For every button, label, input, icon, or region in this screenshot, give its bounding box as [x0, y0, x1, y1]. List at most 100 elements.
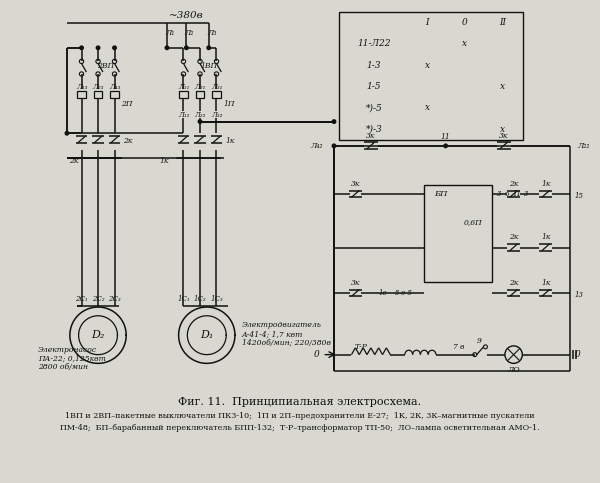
- Text: 11-Л22: 11-Л22: [357, 40, 391, 48]
- Text: Л₁₁: Л₁₁: [178, 83, 189, 91]
- Text: 2к: 2к: [509, 233, 518, 241]
- Bar: [110, 91, 119, 98]
- Text: D₂: D₂: [91, 330, 105, 340]
- Text: Л₂₂: Л₂₂: [194, 111, 206, 119]
- Text: 2ВП: 2ВП: [97, 62, 115, 70]
- Circle shape: [65, 131, 69, 135]
- Text: 1ВП: 1ВП: [200, 62, 217, 70]
- Text: А-41-4; 1,7 квт: А-41-4; 1,7 квт: [242, 330, 303, 338]
- Circle shape: [332, 144, 336, 148]
- Text: Л₁: Л₁: [165, 29, 175, 37]
- Text: Фиг. 11.  Принципиальная электросхема.: Фиг. 11. Принципиальная электросхема.: [178, 397, 422, 407]
- Text: ЛО: ЛО: [508, 366, 520, 374]
- Text: БП: БП: [434, 190, 448, 199]
- Text: x: x: [500, 82, 506, 91]
- Text: в: в: [460, 343, 464, 351]
- Text: 3к: 3к: [366, 132, 376, 140]
- Text: 13: 13: [575, 291, 584, 299]
- Text: Л₃: Л₃: [207, 29, 217, 37]
- Text: 1С₃: 1С₃: [210, 295, 223, 303]
- Text: Электронасос: Электронасос: [38, 346, 97, 354]
- Circle shape: [207, 46, 211, 50]
- Text: o 5: o 5: [401, 289, 412, 298]
- Text: x: x: [425, 103, 430, 113]
- Text: 1к: 1к: [541, 233, 550, 241]
- Text: 3: 3: [497, 190, 502, 199]
- Bar: [179, 91, 188, 98]
- Text: o: o: [505, 190, 509, 199]
- Text: D₁: D₁: [200, 330, 214, 340]
- Text: 1к: 1к: [226, 137, 235, 145]
- Text: Электродвигатель: Электродвигатель: [242, 322, 322, 329]
- Bar: [424, 185, 492, 282]
- Text: Л₂: Л₂: [185, 29, 194, 37]
- Text: *)-3: *)-3: [365, 125, 382, 134]
- Text: Л₂₁: Л₂₁: [194, 83, 206, 91]
- Text: 1С₁: 1С₁: [177, 295, 190, 303]
- Text: Л₂₃: Л₂₃: [92, 83, 104, 91]
- Text: 1o: 1o: [378, 289, 387, 298]
- Text: 0,6П: 0,6П: [464, 219, 482, 227]
- Text: 5: 5: [395, 289, 400, 298]
- Text: Л₃₁: Л₃₁: [211, 83, 222, 91]
- Text: 1ВП и 2ВП–пакетные выключатели ПКЗ-10;  1П и 2П–предохранители Е-27;  1К, 2К, 3К: 1ВП и 2ВП–пакетные выключатели ПКЗ-10; 1…: [65, 412, 535, 420]
- Bar: [77, 91, 86, 98]
- Text: 2к: 2к: [124, 137, 133, 145]
- Text: 1-3: 1-3: [367, 61, 381, 70]
- Text: Л₁₃: Л₁₃: [76, 83, 87, 91]
- Text: 1С₂: 1С₂: [194, 295, 206, 303]
- Text: 0: 0: [314, 350, 319, 359]
- Text: 7: 7: [452, 343, 457, 351]
- Text: *)-5: *)-5: [365, 103, 382, 113]
- Circle shape: [444, 144, 448, 148]
- Text: 3к: 3к: [350, 180, 360, 188]
- Text: 1к: 1к: [541, 279, 550, 287]
- Text: 2С₃: 2С₃: [108, 295, 121, 303]
- Text: Л₄₃: Л₄₃: [109, 83, 120, 91]
- Text: 1к: 1к: [159, 157, 169, 165]
- Text: 9: 9: [477, 337, 482, 345]
- Circle shape: [96, 46, 100, 50]
- Text: 11: 11: [441, 133, 451, 141]
- Text: 2С₂: 2С₂: [92, 295, 104, 303]
- Bar: [339, 12, 523, 140]
- Bar: [196, 91, 205, 98]
- Text: 0: 0: [575, 350, 581, 359]
- Text: Л₁₂: Л₁₂: [178, 111, 189, 119]
- Text: Л₂₂: Л₂₂: [578, 142, 590, 150]
- Circle shape: [80, 46, 83, 50]
- Text: Л₄₂: Л₄₂: [310, 142, 322, 150]
- Circle shape: [332, 120, 336, 123]
- Text: 3к: 3к: [350, 279, 360, 287]
- Text: 3: 3: [524, 190, 529, 199]
- Text: 3к: 3к: [499, 132, 509, 140]
- Text: 2к: 2к: [509, 180, 518, 188]
- Text: 2П: 2П: [121, 100, 133, 108]
- Text: 1к: 1к: [541, 180, 550, 188]
- Text: 2800 об/мин: 2800 об/мин: [38, 363, 88, 371]
- Text: x: x: [500, 125, 506, 134]
- Text: Л₃₂: Л₃₂: [211, 111, 222, 119]
- Text: x: x: [461, 40, 467, 48]
- Text: 2к: 2к: [69, 157, 78, 165]
- Text: ~380в: ~380в: [169, 11, 204, 20]
- Circle shape: [185, 46, 188, 50]
- Text: I: I: [425, 18, 429, 27]
- Text: 1П: 1П: [223, 100, 235, 108]
- Bar: [94, 91, 103, 98]
- Text: 1420об/мин; 220/380в: 1420об/мин; 220/380в: [242, 339, 331, 347]
- Text: Т-Р: Т-Р: [355, 343, 368, 351]
- Text: 2С₁: 2С₁: [75, 295, 88, 303]
- Text: II: II: [499, 18, 506, 27]
- Text: 15: 15: [575, 192, 584, 200]
- Circle shape: [198, 120, 202, 123]
- Text: 0: 0: [461, 18, 467, 27]
- Text: 1-5: 1-5: [367, 82, 381, 91]
- Circle shape: [165, 46, 169, 50]
- Text: 11: 11: [512, 190, 521, 199]
- Text: 2к: 2к: [509, 279, 518, 287]
- Text: x: x: [425, 61, 430, 70]
- Circle shape: [113, 46, 116, 50]
- Text: ПА-22; 0,125квт: ПА-22; 0,125квт: [38, 355, 106, 363]
- Bar: [212, 91, 221, 98]
